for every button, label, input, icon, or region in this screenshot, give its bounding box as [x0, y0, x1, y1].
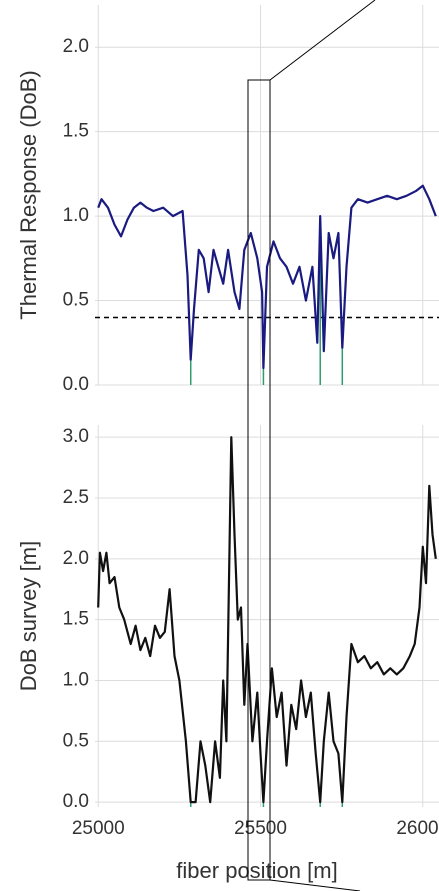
y-tick-label: 2.0: [63, 36, 89, 57]
data-line: [97, 436, 437, 804]
zoom-line: [269, 0, 376, 81]
y-tick-label: 0.5: [63, 730, 89, 751]
x-tick-label: 25500: [234, 818, 287, 839]
zoom-box: [247, 0, 376, 891]
y-tick-label: 0.0: [63, 374, 89, 395]
y-tick-label: 0.5: [63, 290, 89, 311]
y-tick-label: 1.5: [63, 121, 89, 142]
y-tick-label: 1.0: [63, 205, 89, 226]
data-line: [97, 184, 437, 370]
y-tick-label: 3.0: [63, 426, 89, 447]
y-axis-label: DoB survey [m]: [16, 541, 41, 691]
zoom-rect: [247, 79, 271, 881]
y-tick-label: 1.0: [63, 669, 89, 690]
zoom-line: [269, 879, 361, 891]
y-tick-label: 1.5: [63, 609, 89, 630]
y-axis-label: Thermal Response (DoB): [16, 70, 41, 319]
x-axis-label: fiber position [m]: [176, 858, 337, 883]
y-tick-label: 2.0: [63, 548, 89, 569]
x-tick-label: 26000: [396, 818, 439, 839]
plots: 0.0 0.5 1.0 1.5 2.0 Thermal Response (DoB) 0.0…: [16, 5, 439, 883]
y-tick-label: 2.5: [63, 487, 89, 508]
y-tick-label: 0.0: [63, 791, 89, 812]
x-tick-label: 25000: [72, 818, 125, 839]
